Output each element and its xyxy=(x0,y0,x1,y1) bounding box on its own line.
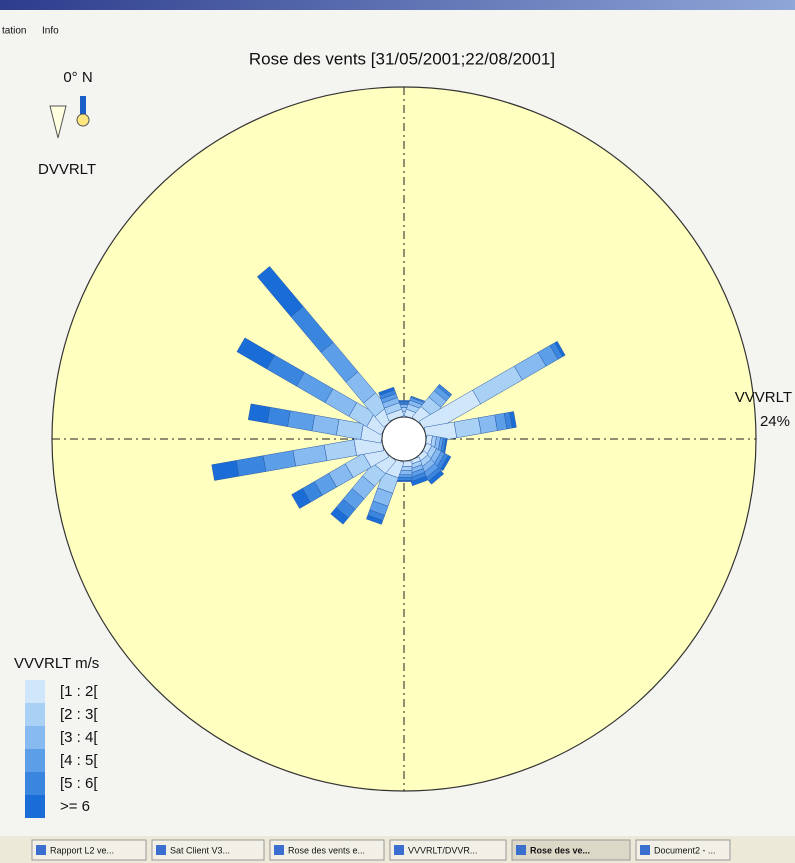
legend-label: [2 : 3[ xyxy=(60,706,98,723)
taskbar-label[interactable]: Rapport L2 ve... xyxy=(50,845,114,855)
taskbar-label[interactable]: Rose des vents e... xyxy=(288,845,365,855)
rose-segment xyxy=(396,480,412,481)
taskbar-label[interactable]: Document2 - ... xyxy=(654,845,716,855)
compass-arrow xyxy=(50,106,66,138)
rose-segment xyxy=(267,407,290,426)
rose-hub xyxy=(382,417,426,461)
chart-title: Rose des vents [31/05/2001;22/08/2001] xyxy=(249,49,555,68)
menu-bar xyxy=(0,10,795,40)
compass-hub xyxy=(77,114,89,126)
taskbar-label[interactable]: VVVRLT/DVVR... xyxy=(408,845,477,855)
compass-icon xyxy=(50,96,89,138)
rose-segment xyxy=(478,415,497,434)
legend-swatch xyxy=(25,703,45,726)
legend-label: [4 : 5[ xyxy=(60,752,98,769)
legend-swatch xyxy=(25,749,45,772)
legend-label: [1 : 2[ xyxy=(60,683,98,700)
taskbar-icon xyxy=(156,845,166,855)
taskbar-icon xyxy=(640,845,650,855)
menu-item[interactable]: Info xyxy=(42,26,59,37)
legend-title: VVVRLT m/s xyxy=(14,655,99,672)
taskbar-icon xyxy=(516,845,526,855)
page: tation Info Rose des vents [31/05/2001;2… xyxy=(0,0,795,863)
taskbar-icon xyxy=(36,845,46,855)
title-bar xyxy=(0,0,795,10)
north-label: 0° N xyxy=(63,69,92,86)
taskbar-icon xyxy=(394,845,404,855)
rose-segment xyxy=(248,404,270,423)
direction-label: DVVRLT xyxy=(38,161,96,178)
compass-needle xyxy=(80,96,86,114)
radial-tick-label: 24% xyxy=(760,413,790,430)
legend-swatch xyxy=(25,726,45,749)
legend-swatch xyxy=(25,772,45,795)
chart: Rose des vents [31/05/2001;22/08/2001] 0°… xyxy=(14,49,792,818)
taskbar-label[interactable]: Rose des ve... xyxy=(530,845,590,855)
legend-swatch xyxy=(25,680,45,703)
screen: tation Info Rose des vents [31/05/2001;2… xyxy=(0,0,795,863)
legend-label: >= 6 xyxy=(60,798,90,815)
taskbar-label[interactable]: Sat Client V3... xyxy=(170,845,230,855)
legend-label: [5 : 6[ xyxy=(60,775,98,792)
legend-swatch xyxy=(25,795,45,818)
taskbar-icon xyxy=(274,845,284,855)
taskbar-items: Rapport L2 ve... Sat Client V3... Rose des… xyxy=(32,840,730,860)
legend-label: [3 : 4[ xyxy=(60,729,98,746)
menu-item[interactable]: tation xyxy=(2,26,26,37)
radial-axis-label: VVVRLT xyxy=(735,389,792,406)
